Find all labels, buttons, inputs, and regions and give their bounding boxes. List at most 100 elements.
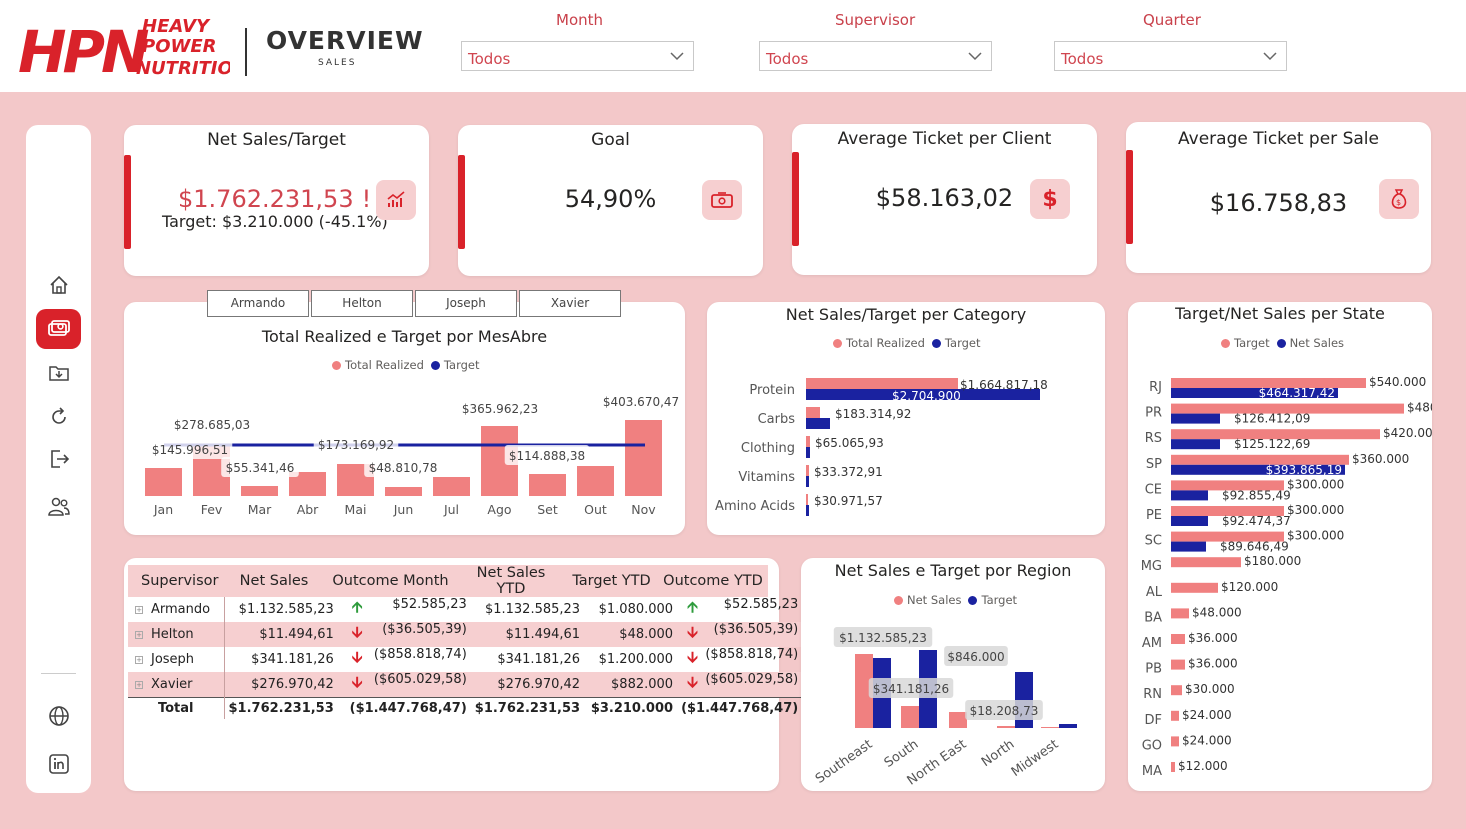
region-net-bar[interactable] [901, 706, 919, 728]
card-accent [458, 155, 465, 249]
state-target-bar[interactable] [1171, 634, 1185, 644]
month-bar[interactable] [625, 420, 662, 496]
filter-quarter-dropdown[interactable]: Todos [1054, 41, 1287, 71]
realized-bar[interactable] [806, 465, 809, 476]
col-header[interactable]: Net Sales YTD [457, 565, 565, 597]
realized-bar[interactable] [806, 378, 958, 389]
state-net-bar[interactable] [1171, 413, 1220, 424]
state-target-bar[interactable] [1171, 506, 1284, 516]
realized-bar[interactable] [806, 494, 808, 505]
month-bar[interactable] [145, 468, 182, 496]
logo-divider [245, 28, 247, 76]
legend-swatch [894, 595, 903, 605]
state-label: SP [1146, 457, 1162, 472]
month-bar[interactable] [577, 466, 614, 496]
state-net-bar[interactable] [1171, 388, 1338, 398]
refresh-icon[interactable] [36, 397, 81, 437]
slicer-xavier-button[interactable]: Xavier [519, 290, 621, 317]
filter-supervisor-dropdown[interactable]: Todos [759, 41, 992, 71]
table-row[interactable]: + Xavier $276.970,42 🡫 ($605.029,58) $276.970… [128, 672, 803, 698]
state-target-bar[interactable] [1171, 454, 1349, 465]
realized-bar[interactable] [806, 436, 810, 447]
month-bar[interactable] [241, 486, 278, 496]
target-bar[interactable] [806, 505, 809, 516]
state-target-bar[interactable] [1171, 557, 1241, 568]
table-row[interactable]: + Helton $11.494,61 🡫 ($36.505,39) $11.494,61… [128, 622, 803, 647]
slicer-helton-button[interactable]: Helton [311, 290, 413, 317]
table-row[interactable]: + Armando $1.132.585,23 🡩 $52.585,23 $1.132.5… [128, 597, 802, 622]
state-label: SC [1145, 534, 1162, 549]
filter-month-label: Month [556, 11, 604, 29]
chart-legend: Total Realized Target [332, 358, 480, 372]
chart-legend: Target Net Sales [1221, 336, 1344, 350]
sales-icon[interactable] [36, 309, 81, 349]
realized-bar[interactable] [806, 407, 820, 418]
state-label: PE [1146, 508, 1162, 523]
expand-icon[interactable]: + [135, 630, 143, 639]
month-bar[interactable] [529, 474, 566, 496]
download-folder-icon[interactable] [36, 353, 81, 393]
region-net-bar[interactable] [997, 726, 1015, 728]
target-ytd-cell: $1.200.000 [598, 652, 674, 667]
globe-icon[interactable] [36, 696, 81, 736]
region-net-bar[interactable] [855, 654, 873, 728]
state-label: AL [1146, 585, 1163, 600]
state-target-bar[interactable] [1171, 429, 1380, 440]
col-header[interactable]: Net Sales [224, 565, 324, 597]
state-target-value: $300.000 [1287, 529, 1344, 543]
target-bar[interactable] [806, 418, 830, 429]
state-target-bar[interactable] [1171, 736, 1179, 747]
trend-chart-icon [376, 180, 416, 220]
state-target-bar[interactable] [1171, 762, 1175, 772]
state-target-bar[interactable] [1171, 403, 1404, 414]
state-net-bar[interactable] [1171, 541, 1206, 552]
month-data-label-bg [313, 434, 399, 454]
state-net-bar[interactable] [1171, 490, 1208, 501]
state-net-bar[interactable] [1171, 516, 1208, 526]
region-net-bar[interactable] [949, 712, 967, 728]
state-target-value: $300.000 [1287, 503, 1344, 517]
home-icon[interactable] [36, 265, 81, 305]
month-tick-label: Mar [248, 502, 272, 517]
expand-icon[interactable]: + [135, 655, 143, 664]
state-target-bar[interactable] [1171, 582, 1218, 593]
state-target-bar[interactable] [1171, 608, 1189, 619]
state-net-value: $92.474,37 [1222, 514, 1291, 528]
slicer-joseph-button[interactable]: Joseph [415, 290, 517, 317]
users-icon[interactable] [36, 487, 81, 527]
slicer-armando-button[interactable]: Armando [207, 290, 309, 317]
expand-icon[interactable]: + [135, 605, 143, 614]
legend-swatch [931, 338, 941, 348]
kpi-title: Net Sales/Target [207, 130, 346, 150]
col-header[interactable]: Supervisor [128, 565, 224, 597]
state-target-bar[interactable] [1171, 659, 1185, 670]
svg-text:HEAVY: HEAVY [142, 16, 211, 37]
state-net-bar[interactable] [1171, 439, 1220, 450]
col-header[interactable]: Outcome Month [324, 565, 457, 597]
monthly-chart: Jan Fev Mar Abr Mai Jun Jul Ago Set Out Nov $145.99… [145, 395, 679, 517]
region-net-bar[interactable] [1041, 727, 1059, 728]
month-bar[interactable] [433, 477, 470, 496]
total-net-sales: $1.762.231,53 [223, 697, 338, 719]
legend-swatch [1276, 338, 1286, 348]
table-row[interactable]: + Joseph $341.181,26 🡫 ($858.818,74) $341.181… [128, 647, 802, 672]
col-header[interactable]: Target YTD [565, 565, 658, 597]
logout-icon[interactable] [36, 439, 81, 479]
filter-month-dropdown[interactable]: Todos [461, 41, 694, 71]
linkedin-icon[interactable] [36, 744, 81, 784]
month-tick-label: Out [584, 502, 607, 517]
target-bar[interactable] [806, 447, 810, 458]
month-bar[interactable] [385, 487, 422, 496]
state-target-bar[interactable] [1171, 685, 1182, 696]
col-header[interactable]: Outcome YTD [658, 565, 768, 597]
state-target-bar[interactable] [1171, 710, 1179, 721]
expand-icon[interactable]: + [135, 680, 143, 689]
region-target-bar[interactable] [1059, 724, 1077, 728]
state-target-bar[interactable] [1171, 378, 1366, 388]
state-target-bar[interactable] [1171, 531, 1284, 542]
target-bar[interactable] [806, 389, 1040, 400]
state-target-bar[interactable] [1171, 480, 1284, 491]
target-bar[interactable] [806, 476, 809, 487]
state-net-bar[interactable] [1171, 464, 1345, 475]
